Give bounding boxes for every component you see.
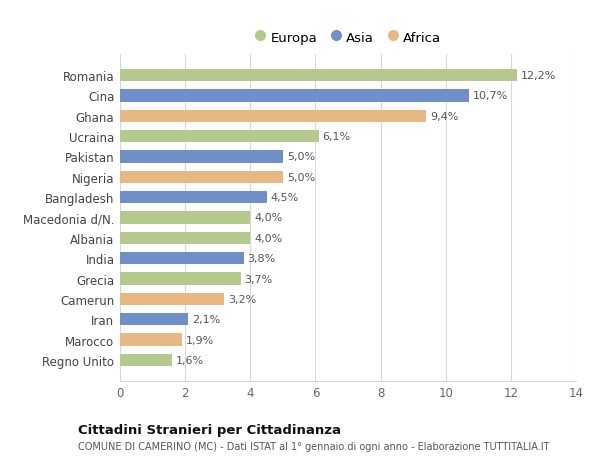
- Text: 5,0%: 5,0%: [287, 152, 315, 162]
- Text: 9,4%: 9,4%: [430, 112, 458, 122]
- Bar: [120, 293, 224, 305]
- Text: 10,7%: 10,7%: [472, 91, 508, 101]
- Bar: [120, 171, 283, 184]
- Text: COMUNE DI CAMERINO (MC) - Dati ISTAT al 1° gennaio di ogni anno - Elaborazione T: COMUNE DI CAMERINO (MC) - Dati ISTAT al …: [78, 441, 550, 451]
- Bar: [120, 151, 283, 163]
- Bar: [120, 111, 426, 123]
- Legend: Europa, Asia, Africa: Europa, Asia, Africa: [250, 26, 446, 50]
- Text: 4,5%: 4,5%: [271, 193, 299, 203]
- Text: 1,6%: 1,6%: [176, 355, 204, 365]
- Text: Cittadini Stranieri per Cittadinanza: Cittadini Stranieri per Cittadinanza: [78, 423, 341, 436]
- Bar: [120, 212, 250, 224]
- Bar: [120, 313, 188, 325]
- Bar: [120, 334, 182, 346]
- Text: 1,9%: 1,9%: [186, 335, 214, 345]
- Bar: [120, 273, 241, 285]
- Text: 4,0%: 4,0%: [254, 233, 283, 243]
- Bar: [120, 232, 250, 244]
- Text: 6,1%: 6,1%: [323, 132, 351, 142]
- Text: 3,2%: 3,2%: [228, 294, 256, 304]
- Bar: [120, 354, 172, 366]
- Bar: [120, 252, 244, 265]
- Text: 12,2%: 12,2%: [521, 71, 557, 81]
- Bar: [120, 70, 517, 82]
- Text: 3,7%: 3,7%: [244, 274, 272, 284]
- Bar: [120, 90, 469, 102]
- Bar: [120, 131, 319, 143]
- Text: 3,8%: 3,8%: [248, 254, 276, 263]
- Text: 4,0%: 4,0%: [254, 213, 283, 223]
- Text: 2,1%: 2,1%: [193, 314, 221, 325]
- Bar: [120, 192, 266, 204]
- Text: 5,0%: 5,0%: [287, 173, 315, 182]
